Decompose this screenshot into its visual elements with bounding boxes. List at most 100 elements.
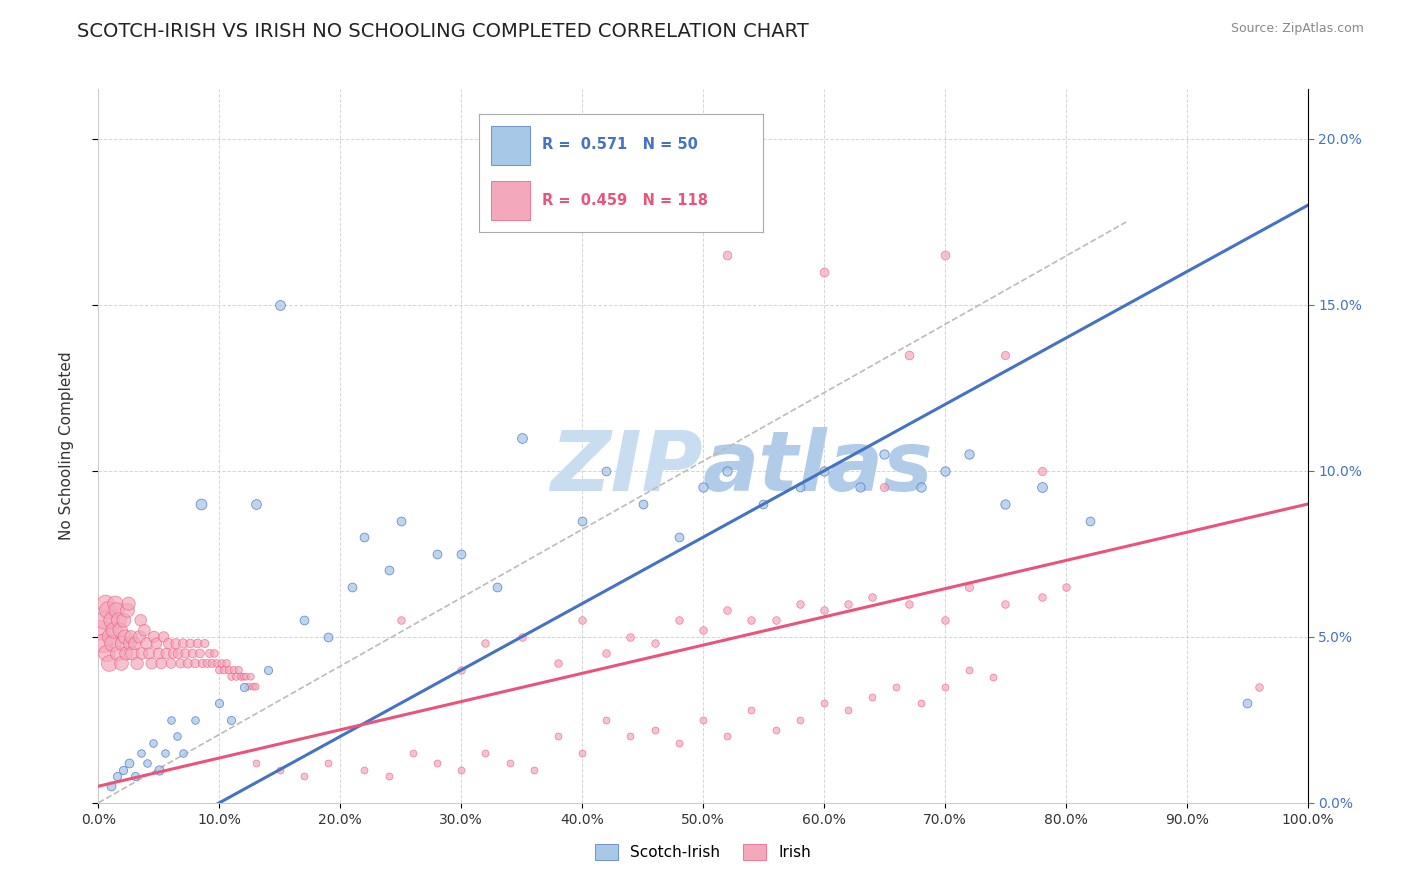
Text: SCOTCH-IRISH VS IRISH NO SCHOOLING COMPLETED CORRELATION CHART: SCOTCH-IRISH VS IRISH NO SCHOOLING COMPL…: [77, 22, 808, 41]
Point: [1236, 696, 1258, 710]
Point: [860, 590, 883, 604]
Point: [813, 265, 835, 279]
Point: [232, 670, 254, 684]
Point: [111, 763, 134, 777]
Point: [112, 613, 135, 627]
Point: [292, 613, 315, 627]
Point: [837, 703, 859, 717]
Point: [716, 730, 738, 744]
Point: [208, 663, 231, 677]
Point: [211, 657, 233, 671]
Point: [174, 647, 197, 661]
Point: [96, 647, 118, 661]
Point: [105, 769, 128, 783]
Point: [873, 447, 896, 461]
Point: [150, 657, 173, 671]
Point: [595, 464, 617, 478]
Point: [668, 736, 690, 750]
Point: [789, 597, 811, 611]
Point: [190, 497, 212, 511]
Point: [897, 348, 920, 362]
Point: [353, 763, 375, 777]
Point: [205, 657, 228, 671]
Point: [143, 630, 166, 644]
Point: [155, 647, 177, 661]
Point: [141, 657, 163, 671]
Point: [957, 663, 980, 677]
Point: [1054, 580, 1077, 594]
Point: [229, 670, 252, 684]
Point: [120, 630, 142, 644]
Point: [118, 636, 141, 650]
Point: [166, 730, 188, 744]
Point: [1249, 680, 1271, 694]
Point: [342, 580, 364, 594]
Point: [631, 497, 654, 511]
Text: atlas: atlas: [703, 427, 934, 508]
Point: [910, 481, 932, 495]
Y-axis label: No Schooling Completed: No Schooling Completed: [59, 351, 75, 541]
Point: [740, 703, 762, 717]
Point: [316, 756, 339, 770]
Point: [165, 636, 187, 650]
Point: [152, 630, 174, 644]
Point: [128, 630, 150, 644]
Point: [135, 756, 157, 770]
Point: [110, 657, 132, 671]
Point: [886, 680, 908, 694]
Point: [115, 647, 138, 661]
Point: [498, 756, 520, 770]
Point: [523, 763, 546, 777]
Point: [97, 603, 120, 617]
Point: [389, 514, 412, 528]
Point: [377, 564, 399, 578]
Point: [873, 481, 896, 495]
Point: [510, 630, 533, 644]
Point: [644, 723, 666, 737]
Point: [181, 647, 204, 661]
Point: [377, 769, 399, 783]
Point: [292, 769, 315, 783]
Point: [994, 597, 1017, 611]
Point: [934, 464, 956, 478]
Point: [138, 647, 160, 661]
Point: [716, 248, 738, 262]
Point: [242, 680, 264, 694]
Point: [752, 497, 775, 511]
Point: [547, 730, 569, 744]
Point: [198, 647, 221, 661]
Point: [191, 657, 214, 671]
Point: [153, 746, 176, 760]
Point: [129, 613, 152, 627]
Point: [716, 603, 738, 617]
Point: [595, 713, 617, 727]
Point: [571, 746, 593, 760]
Point: [740, 613, 762, 627]
Point: [172, 636, 194, 650]
Point: [194, 636, 217, 650]
Point: [201, 657, 224, 671]
Point: [212, 663, 235, 677]
Point: [474, 746, 496, 760]
Point: [813, 464, 835, 478]
Point: [111, 636, 134, 650]
Point: [232, 680, 254, 694]
Point: [239, 670, 262, 684]
Point: [235, 670, 257, 684]
Point: [571, 613, 593, 627]
Point: [389, 613, 412, 627]
Point: [215, 657, 238, 671]
Point: [547, 657, 569, 671]
Point: [124, 769, 146, 783]
Point: [571, 514, 593, 528]
Point: [1031, 464, 1053, 478]
Point: [91, 636, 114, 650]
Point: [813, 603, 835, 617]
Point: [765, 723, 787, 737]
Point: [104, 597, 127, 611]
Point: [114, 630, 136, 644]
Point: [218, 663, 240, 677]
Point: [994, 497, 1017, 511]
Point: [692, 624, 714, 638]
Point: [108, 624, 131, 638]
